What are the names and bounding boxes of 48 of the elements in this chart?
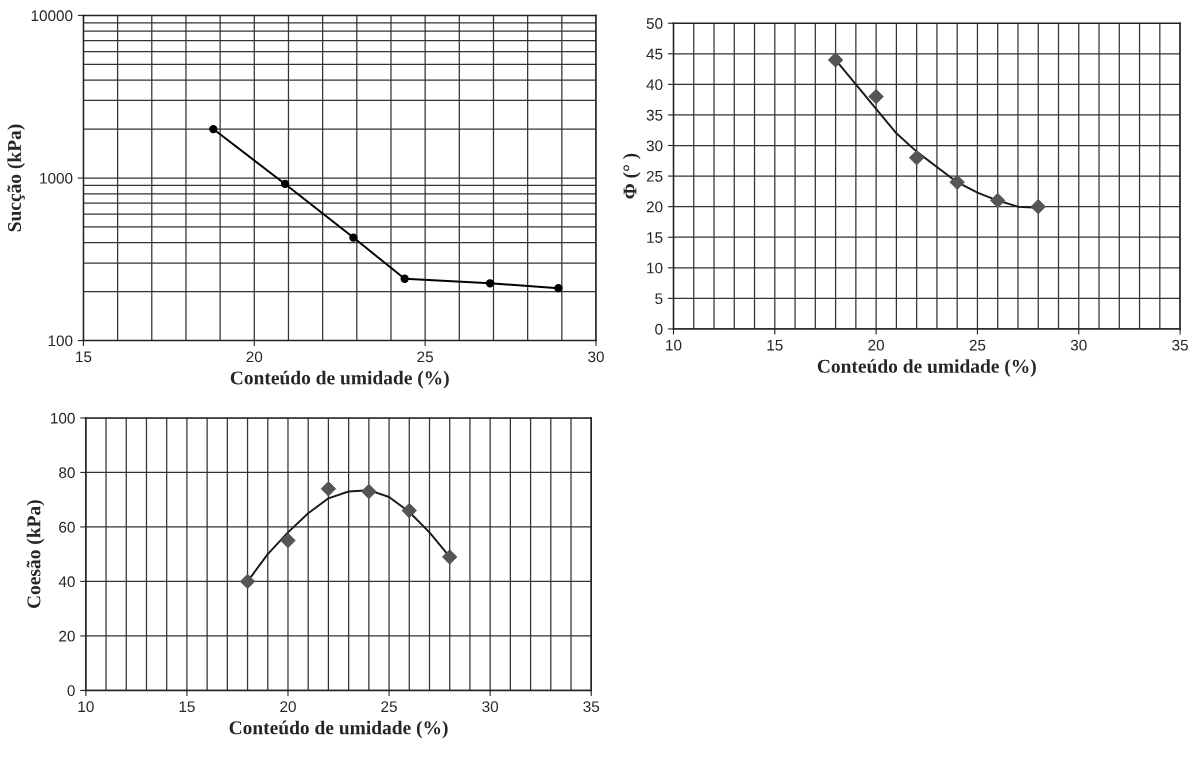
y-axis-title: Coesão (kPa) [26,500,45,609]
y-tick-label: 1000 [40,172,73,184]
x-tick-label: 30 [482,701,499,713]
x-tick-label: 25 [381,701,397,713]
x-axis-title: Conteúdo de umidade (%) [229,720,448,739]
y-tick-label: 25 [646,170,663,182]
x-axis-title: Conteúdo de umidade (%) [230,370,449,389]
x-tick-label: 20 [246,351,263,363]
y-tick-label: 0 [67,685,75,697]
x-tick-label: 15 [767,339,783,351]
x-tick-label: 15 [179,701,195,713]
point [209,124,218,134]
y-tick-label: 80 [59,467,75,479]
x-tick-label: 20 [280,701,296,713]
point [280,179,290,189]
x-tick-label: 30 [1070,339,1087,351]
y-tick-label: 0 [655,323,663,335]
x-tick-label: 10 [78,701,94,713]
x-tick-label: 20 [868,339,885,351]
y-tick-label: 45 [646,48,663,60]
y-tick-label: 20 [646,201,663,213]
point [349,233,358,242]
point [485,279,495,288]
x-tick-label: 25 [417,351,433,363]
y-axis-title: Sucção (kPa) [7,124,25,232]
y-tick-label: 40 [58,576,75,588]
y-tick-label: 10 [647,262,663,274]
y-tick-label: 100 [48,335,73,347]
x-axis-title: Conteúdo de umidade (%) [817,359,1036,377]
y-tick-label: 35 [646,109,663,121]
x-tick-label: 10 [666,339,682,351]
x-tick-label: 15 [76,351,92,363]
y-tick-label: 60 [59,521,75,533]
x-tick-label: 30 [588,351,604,363]
y-tick-label: 100 [51,412,75,424]
y-tick-label: 40 [646,79,663,91]
x-tick-label: 25 [969,339,986,351]
y-tick-label: 20 [59,630,75,642]
point [554,284,563,293]
x-tick-label: 35 [1172,339,1188,351]
y-tick-label: 30 [646,140,663,152]
y-tick-label: 15 [647,232,663,243]
point [400,274,409,283]
y-tick-label: 5 [655,293,663,305]
y-tick-label: 10000 [31,10,73,22]
y-axis-title: Φ (° ) [622,153,641,199]
x-tick-label: 35 [583,701,600,713]
y-tick-label: 50 [646,18,663,29]
